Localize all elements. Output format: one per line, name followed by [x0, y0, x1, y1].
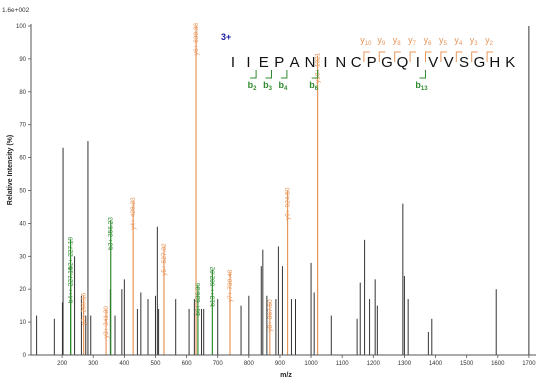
residue: G [381, 54, 393, 71]
x-tick-label: 1700 [522, 361, 536, 367]
residue: K [505, 54, 515, 71]
peak-label: y6+ 630.38 [193, 23, 200, 56]
y-tick-label: 50 [19, 189, 26, 195]
b-ion-cleavage-mark [311, 70, 319, 79]
intensity-scale-label: 1.6e+002 [2, 7, 30, 14]
y-ion-cleavage-mark [471, 51, 478, 62]
peak-label: b13++ 682.82 [209, 266, 216, 307]
peak-label: b2+ 227.19 [68, 236, 75, 269]
peak-label: b6+ 636.36 [195, 283, 202, 316]
y-ion-label: y7 [408, 35, 417, 47]
b-ion-label: b3 [263, 80, 273, 92]
peak-label: y10+ 1021 [315, 52, 322, 83]
x-tick-label: 1200 [367, 361, 381, 367]
x-tick-label: 500 [150, 361, 161, 367]
y-ion-label: y3 [470, 35, 479, 47]
b-ion-label: b2 [248, 80, 258, 92]
y-ion-label: y9 [377, 35, 386, 47]
y-ion-label: y4 [454, 35, 463, 47]
peak-label: b4++ 227.19 [68, 266, 75, 303]
residue: I [246, 54, 250, 71]
x-tick-label: 1400 [429, 361, 443, 367]
b-ion-cleavage-mark [419, 70, 426, 79]
x-tick-label: 1300 [398, 361, 412, 367]
residue: I [323, 54, 327, 71]
y-tick-label: 100 [16, 24, 27, 30]
y-ion-cleavage-mark [486, 51, 494, 62]
b-ion-label: b6 [309, 80, 319, 92]
y-ion-label: y10 [360, 35, 372, 47]
b-ion-label: b13 [415, 80, 428, 92]
x-tick-label: 900 [275, 361, 286, 367]
peak-label: y8+ 867.50 [267, 299, 274, 332]
y-ion-cleavage-mark [394, 51, 401, 62]
y-axis-title: Relative Intensity (%) [7, 135, 14, 205]
y-tick-label: 80 [19, 90, 26, 96]
x-axis-title: m/z [280, 372, 292, 379]
x-tick-label: 600 [182, 361, 193, 367]
b-ion-label: b4 [278, 80, 288, 92]
x-tick-label: 300 [88, 361, 99, 367]
y-ion-cleavage-mark [378, 51, 386, 62]
peak-label: y3+ 341.20 [103, 306, 110, 339]
residue: A [290, 54, 300, 71]
x-tick-label: 1600 [491, 361, 505, 367]
residue: E [259, 54, 269, 71]
residue: P [274, 54, 284, 71]
x-tick-label: 1500 [460, 361, 474, 367]
axes: 0 10 20 30 40 50 60 70 80 90 100 200 300 400 500 600 700… [16, 24, 536, 367]
residue: S [459, 54, 469, 71]
x-tick-label: 400 [119, 361, 130, 367]
y-ion-cleavage-mark [425, 51, 432, 62]
x-tick-label: 1000 [304, 361, 318, 367]
residue: N [335, 54, 346, 71]
residue: V [444, 54, 454, 71]
y-ion-label: y8 [393, 35, 402, 47]
residue: I [416, 54, 420, 71]
y-tick-label: 10 [19, 320, 26, 326]
y-tick-label: 40 [19, 221, 26, 227]
x-tick-label: 1100 [336, 361, 350, 367]
y-ion-cleavage-mark [440, 51, 447, 62]
y-ion-label: y2 [485, 35, 494, 47]
y-tick-label: 90 [19, 57, 26, 63]
residue: N [305, 54, 316, 71]
y-tick-label: 70 [19, 123, 26, 129]
x-tick-label: 800 [244, 361, 255, 367]
charge-state: 3+ [221, 32, 231, 42]
residue: G [474, 54, 486, 71]
residue: Q [397, 54, 409, 71]
b-ion-cleavage-mark [280, 70, 288, 79]
peak-label: y5+ 527.32 [161, 243, 168, 276]
y-tick-label: 0 [23, 353, 27, 359]
x-tick-label: 200 [57, 361, 68, 367]
peak-label: y4+ 428.23 [130, 197, 137, 230]
peak-label: y2+ 269.16 [81, 292, 88, 325]
y-ion-cleavage-mark [455, 51, 463, 62]
residue: C [351, 54, 362, 71]
y-tick-label: 20 [19, 287, 26, 293]
y-tick-label: 60 [19, 156, 26, 162]
b-ion-cleavage-mark [250, 70, 257, 79]
peak-series [36, 26, 530, 355]
peak-label: b3+ 356.23 [108, 217, 115, 250]
y-ion-cleavage-mark [363, 51, 370, 62]
peak-label: y7+ 739.48 [227, 269, 234, 302]
peak-label: y9+ 924.50 [285, 187, 292, 220]
residue: I [231, 54, 235, 71]
y-tick-label: 30 [19, 254, 26, 260]
x-tick-label: 700 [213, 361, 224, 367]
residue: V [428, 54, 438, 71]
y-ion-label: y6 [424, 35, 433, 47]
y-ion-label: y5 [439, 35, 448, 47]
b-ion-cleavage-mark [265, 70, 272, 79]
residue: P [367, 54, 377, 71]
residue: H [489, 54, 500, 71]
y-ion-cleavage-mark [409, 51, 417, 62]
